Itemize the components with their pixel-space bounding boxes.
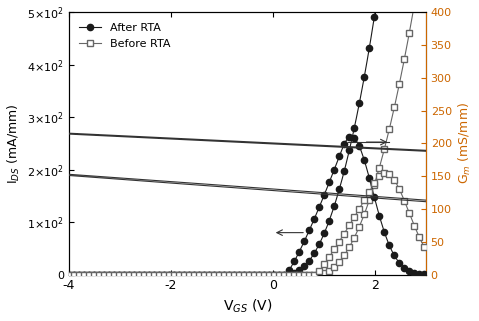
Legend: After RTA, Before RTA: After RTA, Before RTA bbox=[74, 18, 175, 54]
Y-axis label: I$_{DS}$ (mA/mm): I$_{DS}$ (mA/mm) bbox=[6, 103, 22, 184]
X-axis label: V$_{GS}$ (V): V$_{GS}$ (V) bbox=[223, 298, 272, 316]
Y-axis label: G$_{m}$ (mS/mm): G$_{m}$ (mS/mm) bbox=[457, 102, 473, 184]
